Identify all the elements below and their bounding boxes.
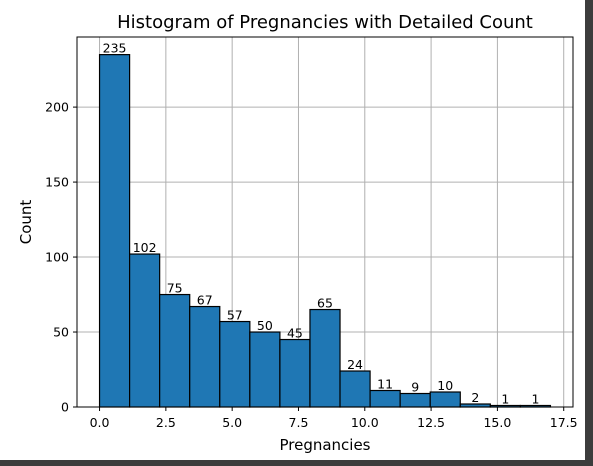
histogram-bar: [249, 331, 281, 408]
x-tick-label: 15.0: [483, 415, 511, 430]
bar-count-label: 235: [103, 41, 127, 56]
histogram-bar: [98, 54, 131, 408]
x-axis-ticks: 0.0 2.5 5.0 7.5 10.0 12.5 15.0 17.5: [90, 407, 578, 430]
y-tick-label: 150: [45, 175, 69, 190]
bar-count-label: 57: [227, 308, 243, 323]
histogram-bar: [159, 293, 191, 408]
histogram-bar: [339, 370, 371, 408]
x-tick-label: 12.5: [417, 415, 445, 430]
y-axis-ticks: 0 50 100 150 200: [45, 100, 77, 415]
bar-count-label: 9: [411, 380, 419, 395]
histogram-bar: [129, 253, 161, 408]
y-tick-label: 0: [61, 400, 69, 415]
histogram-bar: [279, 338, 311, 408]
figure: Histogram of Pregnancies with Detailed C…: [0, 0, 585, 460]
bar-count-label: 50: [257, 318, 273, 333]
x-tick-label: 0.0: [90, 415, 110, 430]
x-tick-label: 10.0: [351, 415, 379, 430]
histogram-bar: [369, 389, 401, 408]
bar-count-label: 75: [167, 281, 183, 296]
bar-count-label: 45: [287, 326, 303, 341]
x-tick-label: 17.5: [550, 415, 578, 430]
bar-count-label: 65: [317, 296, 333, 311]
bar-count-label: 67: [197, 293, 213, 308]
y-tick-label: 200: [45, 100, 69, 115]
bars: [98, 54, 552, 408]
x-tick-label: 5.0: [222, 415, 242, 430]
bar-count-label: 10: [437, 378, 453, 393]
bar-count-label: 2: [471, 390, 479, 405]
y-axis-label: Count: [17, 200, 35, 245]
x-tick-label: 2.5: [156, 415, 176, 430]
histogram-chart: Histogram of Pregnancies with Detailed C…: [17, 12, 578, 454]
chart-title: Histogram of Pregnancies with Detailed C…: [117, 12, 533, 33]
histogram-bar: [189, 305, 221, 408]
plot-frame: [76, 36, 574, 408]
x-tick-label: 7.5: [289, 415, 309, 430]
histogram-bar: [429, 391, 461, 408]
bar-count-label: 11: [377, 377, 393, 392]
y-tick-label: 50: [53, 325, 69, 340]
bar-count-label: 102: [133, 240, 157, 255]
histogram-bar: [309, 308, 341, 408]
x-axis-label: Pregnancies: [279, 436, 370, 454]
histogram-bar: [219, 320, 251, 408]
y-tick-label: 100: [45, 250, 69, 265]
bar-count-label: 24: [347, 357, 363, 372]
histogram-bar: [399, 392, 431, 408]
bar-count-label: 1: [531, 392, 539, 407]
bar-count-label: 1: [501, 392, 509, 407]
